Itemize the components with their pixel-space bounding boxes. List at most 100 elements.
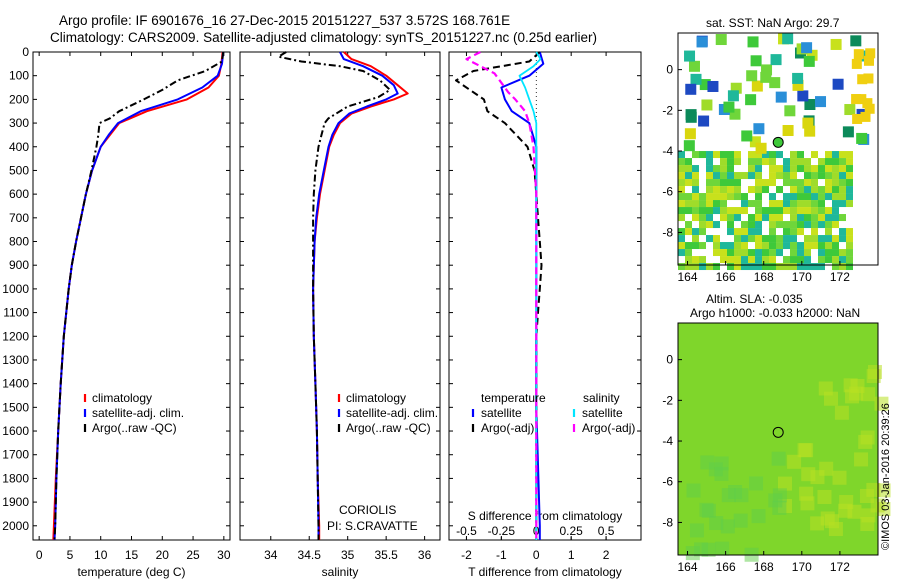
sst-cell [741,130,753,142]
sst-cell [699,214,706,222]
sla-cell [823,391,838,406]
sst-cell [790,179,797,187]
sst-cell [839,186,846,194]
sst-cell [678,242,685,250]
salinity-chart: 34 34.5 35 35.5 36 salinity climatologysatelli… [239,51,441,579]
sla-cell [801,467,816,482]
series-line-salinity-argo [465,51,538,540]
depth-tick-label: 1800 [2,471,29,485]
sst-cell [762,256,769,264]
sst-cell [776,249,783,257]
sst-cell [748,263,755,271]
sst-map: 0 -2 -4 -6 -8 164 166 168 170 172 [662,32,879,284]
sst-cell [769,200,776,208]
legend-label: Argo(..raw -QC) [346,421,431,435]
sla-cell [854,452,869,467]
sla-cell [832,470,847,485]
sst-cell [790,158,797,166]
sst-cell [790,200,797,208]
sst-cell [860,111,871,122]
sst-cell [684,50,696,62]
sst-cell [846,179,853,187]
s-axis-label: S difference from climatology [468,509,623,523]
sst-cell [713,263,720,271]
lat-tick-label: -6 [662,185,673,199]
sla-cell [834,405,849,420]
sst-cell [769,256,776,264]
lat-tick-label: -2 [662,103,673,117]
sst-cell [783,256,790,264]
sst-cell [678,186,685,194]
sst-cell [804,214,811,222]
sst-cell [784,105,796,117]
sst-cell [755,151,762,159]
depth-tick-label: 1300 [2,353,29,367]
sst-cell [748,165,755,173]
sst-cell [846,158,853,166]
sst-cell [720,214,727,222]
sst-cell [797,242,804,250]
sst-cell [832,193,839,201]
sst-cell [692,256,699,264]
sst-cell [713,186,720,194]
sst-cell [797,263,804,271]
sst-cell [769,77,781,89]
sst-cell [734,249,741,257]
sst-cell [804,242,811,250]
sst-cell [692,165,699,173]
sst-cell [804,158,811,166]
sst-cell [678,179,685,187]
sst-cell [797,186,804,194]
sla-cell [867,365,882,380]
sst-cell [720,165,727,173]
sst-cell [832,179,839,187]
series-line-climatology [52,51,224,541]
sst-cell [713,179,720,187]
sst-cell [832,256,839,264]
sst-cell [701,99,713,111]
sst-cell [804,263,811,271]
sst-cell [846,200,853,208]
sst-cell [713,165,720,173]
sst-cell [790,221,797,229]
sst-cell [706,214,713,222]
sst-cell [678,207,685,215]
plot-frame [448,51,642,541]
x-tick-label: -2 [461,548,472,562]
sst-cell [804,98,816,110]
sst-cell [769,151,776,159]
sst-cell [734,172,741,180]
sst-cell [696,36,708,48]
sst-cell [706,193,713,201]
sst-cell [741,263,748,271]
sst-cell [745,94,757,106]
sst-cell [769,179,776,187]
sst-cell [769,249,776,257]
sst-cell [832,172,839,180]
sst-cell [769,193,776,201]
lon-tick-label: 166 [716,270,736,284]
legend-label: Argo(-adj) [481,421,534,435]
sst-cell [751,80,763,92]
sst-cell [720,193,727,201]
sst-cell [839,235,846,243]
lat-tick-label: 0 [666,353,673,367]
sst-cell [839,249,846,257]
sst-cell [804,172,811,180]
sst-cell [839,200,846,208]
sst-cell [782,125,794,137]
sst-cell [692,151,699,159]
sst-cell [720,200,727,208]
sst-cell [825,249,832,257]
sst-cell [692,228,699,236]
climatology-subtitle: Climatology: CARS2009. Satellite-adjuste… [50,30,598,45]
map-background [678,323,878,555]
sst-cell [832,214,839,222]
sst-cell [818,263,825,271]
sla-cell [810,516,825,531]
sst-cell [851,58,862,69]
sst-cell [804,193,811,201]
sst-cell [748,172,755,180]
sst-cell [825,186,832,194]
sst-cell [792,72,804,84]
